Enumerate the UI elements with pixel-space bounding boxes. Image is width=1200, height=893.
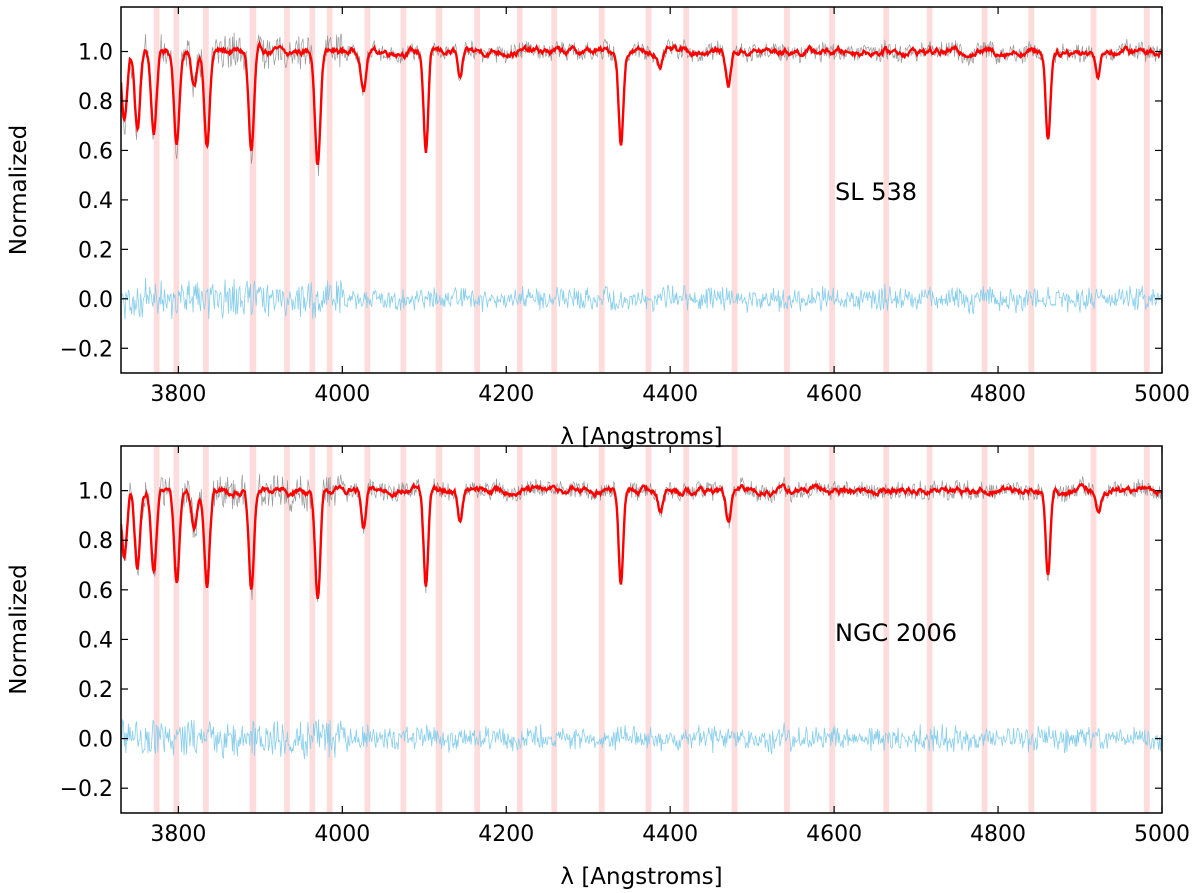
panel-annotation: NGC 2006 (835, 619, 957, 647)
y-tick-label: 0.0 (78, 728, 113, 753)
masked-band (516, 446, 523, 813)
y-tick-label: 0.4 (78, 189, 113, 214)
axes-frame (120, 6, 1163, 374)
x-tick-label: 5000 (1134, 382, 1190, 407)
masked-band (173, 446, 180, 813)
masked-band (829, 446, 835, 813)
axes-frame (120, 445, 1163, 814)
masked-band (284, 7, 290, 373)
masked-band (981, 7, 988, 373)
panel-ngc2006: 3800 4000 4200 4400 4600 4800 5000 −0.2 0.0 0.2 0.… (6, 445, 1190, 890)
masked-band (173, 7, 180, 373)
y-tick-label: 0.6 (78, 139, 113, 164)
y-axis-label: Normalized (6, 564, 32, 694)
series-residual (121, 719, 1162, 760)
panel-sl538: 3800 4000 4200 4400 4600 4800 5000 −0.2 0.0 0.2 0.… (6, 6, 1190, 450)
masked-band (1143, 7, 1150, 373)
masked-band (202, 7, 209, 373)
x-tick-label: 4400 (642, 822, 698, 847)
masked-band (551, 446, 558, 813)
x-tick-label: 4200 (478, 822, 534, 847)
masked-band (516, 7, 523, 373)
plot-area (121, 446, 1162, 813)
y-tick-label: 0.8 (78, 529, 113, 554)
masked-band (784, 446, 790, 813)
masked-band (1028, 7, 1035, 373)
masked-band (435, 7, 443, 373)
masked-band (153, 7, 160, 373)
masked-band (683, 446, 690, 813)
y-tick-label: 1.0 (78, 480, 113, 505)
x-tick-label: 4800 (970, 382, 1026, 407)
y-tick-label: 0.2 (78, 238, 113, 263)
masked-band (598, 7, 605, 373)
plot-area (121, 7, 1162, 373)
masked-band (683, 7, 690, 373)
masked-band (284, 446, 290, 813)
masked-band (326, 446, 333, 813)
x-tick-label: 3800 (150, 822, 206, 847)
masked-band (981, 446, 988, 813)
masked-band (645, 7, 652, 373)
y-tick-label: −0.2 (60, 337, 113, 362)
x-tick-label: 4000 (314, 382, 370, 407)
masked-band (926, 7, 933, 373)
series-model (121, 39, 1162, 166)
masked-band (731, 7, 738, 373)
x-tick-label: 3800 (150, 382, 206, 407)
masked-band (474, 446, 481, 813)
masked-band (1143, 446, 1150, 813)
masked-band (645, 446, 652, 813)
masked-band (551, 7, 558, 373)
x-tick-label: 5000 (1134, 822, 1190, 847)
x-tick-label: 4600 (806, 382, 862, 407)
masked-band (435, 446, 443, 813)
x-tick-label: 4600 (806, 822, 862, 847)
masked-band (249, 7, 257, 373)
masked-band (400, 7, 407, 373)
x-tick-label: 4400 (642, 382, 698, 407)
masked-band (400, 446, 407, 813)
masked-band (883, 7, 890, 373)
y-tick-label: 1.0 (78, 41, 113, 66)
masked-band (731, 446, 738, 813)
y-tick-label: 0.4 (78, 628, 113, 653)
masked-band (1028, 446, 1035, 813)
masked-band (364, 446, 371, 813)
masked-band (364, 7, 371, 373)
masked-band (249, 446, 257, 813)
y-tick-label: −0.2 (60, 777, 113, 802)
masked-band (926, 446, 933, 813)
masked-band (474, 7, 481, 373)
masked-band (326, 7, 333, 373)
masked-band (829, 7, 835, 373)
x-tick-label: 4200 (478, 382, 534, 407)
masked-band (1090, 7, 1097, 373)
masked-band (598, 446, 605, 813)
panel-annotation: SL 538 (835, 178, 917, 206)
series-residual (121, 277, 1162, 320)
y-tick-label: 0.6 (78, 579, 113, 604)
masked-band (309, 7, 316, 373)
x-tick-label: 4000 (314, 822, 370, 847)
masked-band (1090, 446, 1097, 813)
masked-band (153, 446, 160, 813)
masked-band (309, 446, 316, 813)
y-tick-label: 0.0 (78, 288, 113, 313)
y-tick-label: 0.8 (78, 90, 113, 115)
masked-band (883, 446, 890, 813)
y-axis-label: Normalized (6, 125, 32, 255)
masked-band (202, 446, 209, 813)
masked-band (784, 7, 790, 373)
x-tick-label: 4800 (970, 822, 1026, 847)
x-axis-label: λ [Angstroms] (560, 864, 722, 890)
series-model (121, 481, 1162, 599)
y-tick-label: 0.2 (78, 678, 113, 703)
series-observed (121, 473, 1162, 603)
